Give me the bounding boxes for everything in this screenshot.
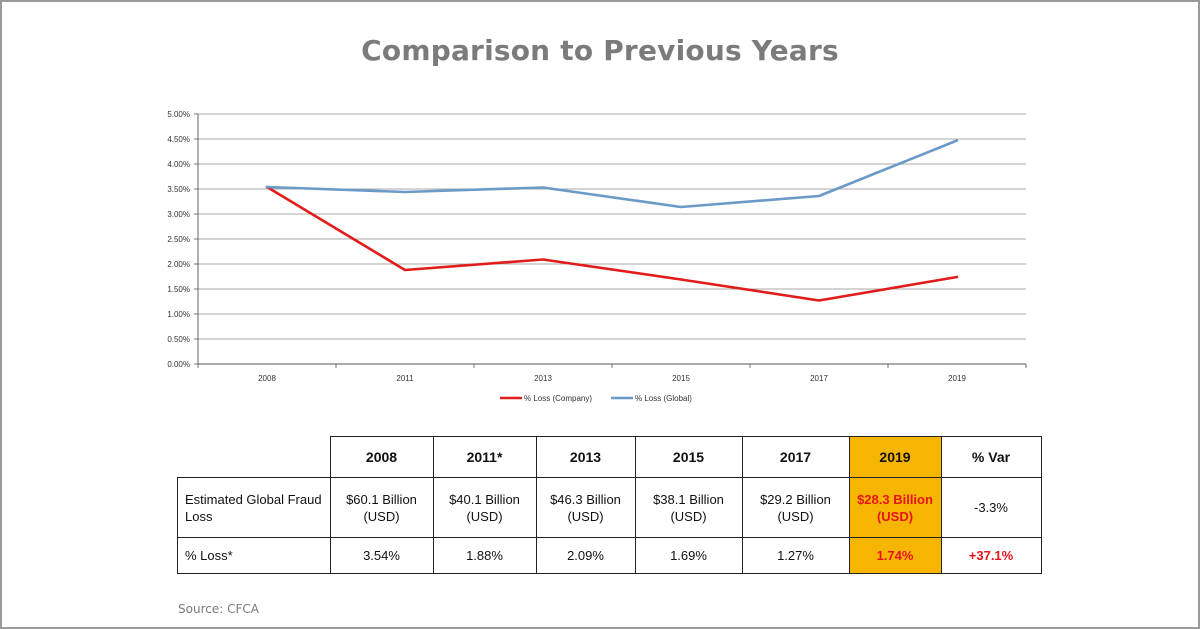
- cell-line: (USD): [363, 508, 400, 524]
- y-tick-label: 3.50%: [167, 185, 190, 194]
- cell-line: (USD): [670, 508, 707, 524]
- table-header-row: 2008 2011* 2013 2015 2017 2019 % Var: [177, 436, 1042, 478]
- header-cell: 2008: [329, 436, 434, 478]
- y-tick-label: 2.50%: [167, 235, 190, 244]
- header-cell: 2015: [634, 436, 743, 478]
- series-line-company: [265, 185, 959, 302]
- header-cell: 2017: [741, 436, 850, 478]
- cell-line: $60.1 Billion: [346, 491, 417, 507]
- legend-label: % Loss (Company): [524, 394, 592, 403]
- table-cell: 1.69%: [634, 537, 743, 574]
- source-note: Source: CFCA: [178, 602, 259, 616]
- table-corner-cell: [177, 436, 331, 478]
- cell-line: $38.1 Billion: [653, 491, 724, 507]
- table-cell-highlight: $28.3 Billion (USD): [848, 477, 942, 538]
- table-row: Estimated Global Fraud Loss $60.1 Billio…: [177, 477, 1042, 538]
- header-cell-highlight: 2019: [848, 436, 942, 478]
- table-row: % Loss* 3.54% 1.88% 2.09% 1.69% 1.27% 1.…: [177, 537, 1042, 574]
- table-cell: 1.27%: [741, 537, 850, 574]
- cell-line: $28.3 Billion: [857, 491, 933, 507]
- header-cell: 2013: [535, 436, 636, 478]
- header-cell: 2011*: [432, 436, 537, 478]
- table-cell: 3.54%: [329, 537, 434, 574]
- data-table: 2008 2011* 2013 2015 2017 2019 % Var Est…: [177, 436, 1042, 574]
- y-tick-label: 4.50%: [167, 135, 190, 144]
- x-tick-label: 2019: [948, 374, 966, 383]
- line-chart: 0.00% 0.50% 1.00% 1.50% 2.00% 2.50% 3.00% 3.50%…: [167, 110, 1027, 403]
- var-cell: +37.1%: [940, 537, 1042, 574]
- cell-line: (USD): [567, 508, 604, 524]
- table-cell: $46.3 Billion (USD): [535, 477, 636, 538]
- cell-line: (USD): [876, 508, 914, 524]
- y-tick-label: 2.00%: [167, 260, 190, 269]
- table-cell: 1.88%: [432, 537, 537, 574]
- cell-line: (USD): [777, 508, 814, 524]
- cell-line: $40.1 Billion: [449, 491, 520, 507]
- y-tick-label: 0.00%: [167, 360, 190, 369]
- x-tick-label: 2008: [258, 374, 276, 383]
- y-tick-label: 0.50%: [167, 335, 190, 344]
- header-cell: % Var: [940, 436, 1042, 478]
- table-cell-highlight: 1.74%: [848, 537, 942, 574]
- row-label: % Loss*: [177, 537, 331, 574]
- row-label: Estimated Global Fraud Loss: [177, 477, 331, 538]
- x-tick-label: 2015: [672, 374, 690, 383]
- table-cell: $40.1 Billion (USD): [432, 477, 537, 538]
- series-line-global: [265, 139, 959, 209]
- cell-line: $46.3 Billion: [550, 491, 621, 507]
- table-cell: 2.09%: [535, 537, 636, 574]
- x-tick-label: 2017: [810, 374, 828, 383]
- cell-line: $29.2 Billion: [760, 491, 831, 507]
- y-tick-label: 5.00%: [167, 110, 190, 119]
- table-cell: $29.2 Billion (USD): [741, 477, 850, 538]
- y-tick-label: 1.00%: [167, 310, 190, 319]
- legend-label: % Loss (Global): [635, 394, 692, 403]
- table-cell: $60.1 Billion (USD): [329, 477, 434, 538]
- x-tick-label: 2011: [396, 374, 414, 383]
- y-tick-label: 1.50%: [167, 285, 190, 294]
- x-tick-label: 2013: [534, 374, 552, 383]
- page-title: Comparison to Previous Years: [361, 34, 839, 67]
- cell-line: (USD): [466, 508, 503, 524]
- y-tick-label: 3.00%: [167, 210, 190, 219]
- table-cell: $38.1 Billion (USD): [634, 477, 743, 538]
- var-cell: -3.3%: [940, 477, 1042, 538]
- y-tick-label: 4.00%: [167, 160, 190, 169]
